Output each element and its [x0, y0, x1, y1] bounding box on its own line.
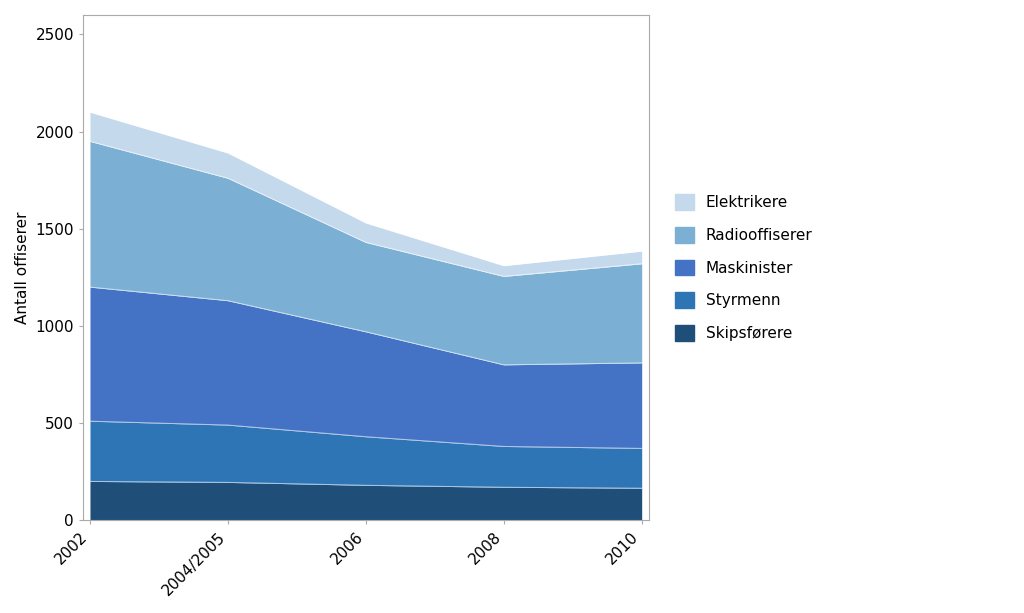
Legend: Elektrikere, Radiooffiserer, Maskinister, Styrmenn, Skipsførere: Elektrikere, Radiooffiserer, Maskinister…	[668, 186, 820, 349]
Y-axis label: Antall offiserer: Antall offiserer	[15, 211, 30, 324]
